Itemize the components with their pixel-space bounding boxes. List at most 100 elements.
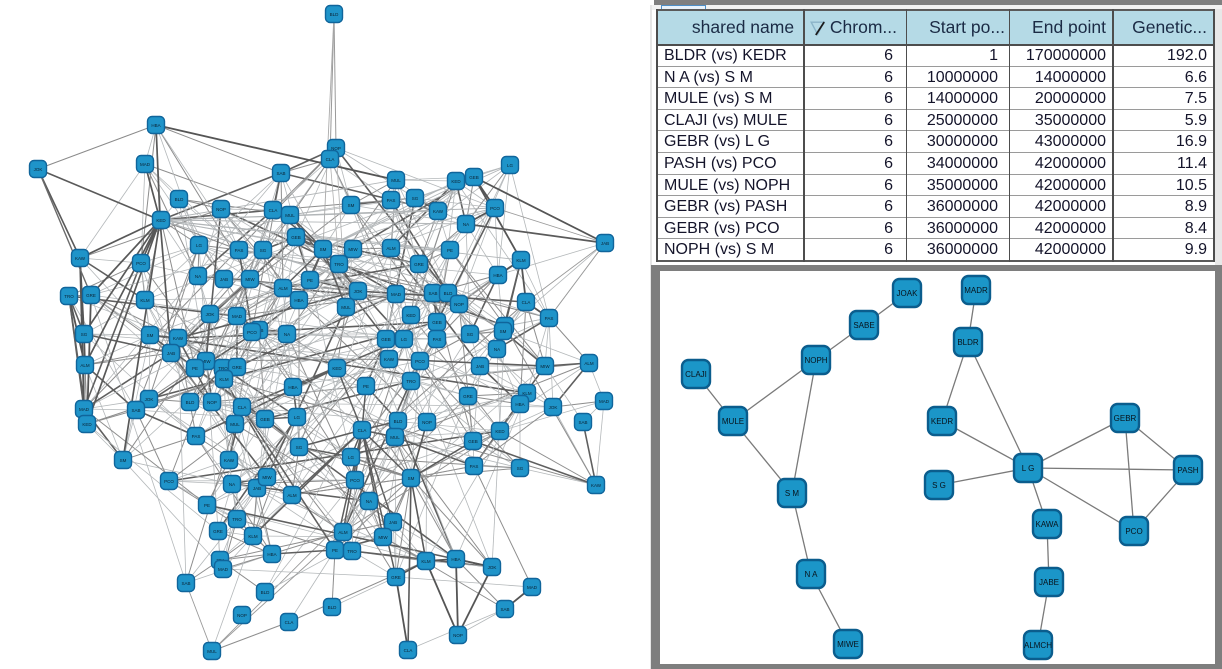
svg-text:KED: KED: [451, 179, 461, 184]
svg-text:PAS: PAS: [545, 316, 554, 321]
svg-text:LG: LG: [401, 337, 408, 342]
svg-text:GRE: GRE: [213, 529, 223, 534]
svg-text:SM: SM: [408, 476, 415, 481]
svg-text:GEBR: GEBR: [1114, 414, 1137, 423]
svg-text:MUL: MUL: [390, 435, 400, 440]
svg-text:NOP: NOP: [207, 400, 217, 405]
svg-text:GEB: GEB: [381, 337, 391, 342]
svg-text:JOK: JOK: [206, 312, 215, 317]
svg-text:BLD: BLD: [175, 197, 185, 202]
svg-text:KED: KED: [332, 366, 342, 371]
svg-text:KLM: KLM: [140, 298, 150, 303]
svg-text:MAD: MAD: [140, 162, 151, 167]
svg-text:BLD: BLD: [444, 291, 454, 296]
svg-text:MUL: MUL: [230, 422, 240, 427]
svg-text:NA: NA: [229, 482, 235, 487]
svg-text:KAW: KAW: [173, 336, 184, 341]
svg-text:JOK: JOK: [145, 397, 154, 402]
svg-text:SAB: SAB: [578, 420, 587, 425]
svg-text:PAS: PAS: [235, 248, 244, 253]
svg-text:PCO: PCO: [490, 206, 500, 211]
svg-text:PCO: PCO: [136, 261, 146, 266]
svg-text:NOP: NOP: [454, 302, 464, 307]
svg-text:KED: KED: [406, 313, 416, 318]
svg-text:SAB: SAB: [276, 171, 285, 176]
svg-text:MIW: MIW: [262, 475, 272, 480]
svg-text:PE: PE: [307, 278, 313, 283]
svg-text:MAD: MAD: [527, 585, 538, 590]
svg-text:HBA: HBA: [451, 557, 460, 562]
svg-text:CLA: CLA: [238, 405, 247, 410]
svg-text:SAB: SAB: [131, 408, 140, 413]
svg-text:MIWE: MIWE: [837, 640, 859, 649]
svg-text:NOP: NOP: [237, 613, 247, 618]
svg-text:BLD: BLD: [394, 419, 404, 424]
svg-text:MIW: MIW: [245, 277, 255, 282]
svg-text:JABE: JABE: [1039, 578, 1059, 587]
svg-text:PCO: PCO: [415, 359, 425, 364]
svg-text:CLAJI: CLAJI: [685, 370, 707, 379]
svg-text:CLA: CLA: [269, 208, 278, 213]
svg-text:MIW: MIW: [378, 535, 388, 540]
svg-text:BLD: BLD: [261, 590, 271, 595]
svg-text:HBA: HBA: [515, 402, 524, 407]
svg-text:NA: NA: [195, 274, 201, 279]
svg-text:PAS: PAS: [433, 337, 442, 342]
svg-text:ALM: ALM: [386, 246, 396, 251]
svg-text:PASH: PASH: [1177, 466, 1198, 475]
svg-text:ALM: ALM: [80, 363, 90, 368]
svg-text:SM: SM: [348, 203, 355, 208]
svg-text:LG: LG: [196, 243, 203, 248]
svg-text:KAW: KAW: [433, 209, 444, 214]
svg-text:SG: SG: [412, 196, 419, 201]
svg-text:PE: PE: [447, 248, 453, 253]
svg-text:LG: LG: [348, 455, 355, 460]
svg-text:PCO: PCO: [1125, 527, 1142, 536]
svg-text:TRO: TRO: [334, 262, 344, 267]
svg-text:TRO: TRO: [232, 517, 242, 522]
svg-text:LG: LG: [507, 163, 514, 168]
svg-text:KLM: KLM: [421, 559, 431, 564]
svg-text:JAB: JAB: [220, 277, 228, 282]
svg-text:GEB: GEB: [468, 439, 478, 444]
svg-text:PAS: PAS: [192, 434, 201, 439]
svg-text:MAD: MAD: [391, 292, 402, 297]
svg-text:PAS: PAS: [470, 464, 479, 469]
svg-text:NA: NA: [366, 499, 372, 504]
svg-text:S M: S M: [785, 489, 800, 498]
svg-text:MADR: MADR: [964, 286, 988, 295]
svg-text:KAWA: KAWA: [1036, 520, 1060, 529]
svg-text:KED: KED: [156, 218, 166, 223]
svg-text:MIW: MIW: [348, 247, 358, 252]
svg-text:SG: SG: [517, 466, 524, 471]
svg-text:CLA: CLA: [358, 428, 367, 433]
svg-text:KAW: KAW: [591, 483, 602, 488]
svg-text:GEB: GEB: [260, 417, 270, 422]
svg-text:SM: SM: [320, 247, 327, 252]
svg-text:CLA: CLA: [326, 157, 335, 162]
svg-text:MAD: MAD: [79, 407, 90, 412]
svg-text:HBA: HBA: [151, 123, 160, 128]
svg-text:MUL: MUL: [207, 649, 217, 654]
svg-text:NA: NA: [284, 332, 290, 337]
svg-text:KAW: KAW: [75, 256, 86, 261]
svg-text:PCO: PCO: [247, 330, 257, 335]
svg-text:JAB: JAB: [253, 486, 261, 491]
svg-text:SAB: SAB: [181, 581, 190, 586]
svg-text:SAB: SAB: [428, 291, 437, 296]
svg-text:KLM: KLM: [522, 391, 532, 396]
svg-text:MULE: MULE: [722, 417, 744, 426]
svg-text:JAB: JAB: [389, 520, 397, 525]
svg-text:SAB: SAB: [500, 607, 509, 612]
svg-text:TRO: TRO: [406, 379, 416, 384]
svg-text:KEDR: KEDR: [931, 417, 953, 426]
svg-text:SG: SG: [81, 332, 88, 337]
svg-text:PAS: PAS: [387, 198, 396, 203]
svg-text:MUL: MUL: [341, 305, 351, 310]
svg-text:LG: LG: [294, 415, 301, 420]
svg-text:JOK: JOK: [549, 405, 558, 410]
svg-text:CLA: CLA: [404, 648, 413, 653]
svg-text:MIW: MIW: [540, 364, 550, 369]
svg-text:KLM: KLM: [219, 377, 229, 382]
svg-text:TRO: TRO: [218, 366, 228, 371]
